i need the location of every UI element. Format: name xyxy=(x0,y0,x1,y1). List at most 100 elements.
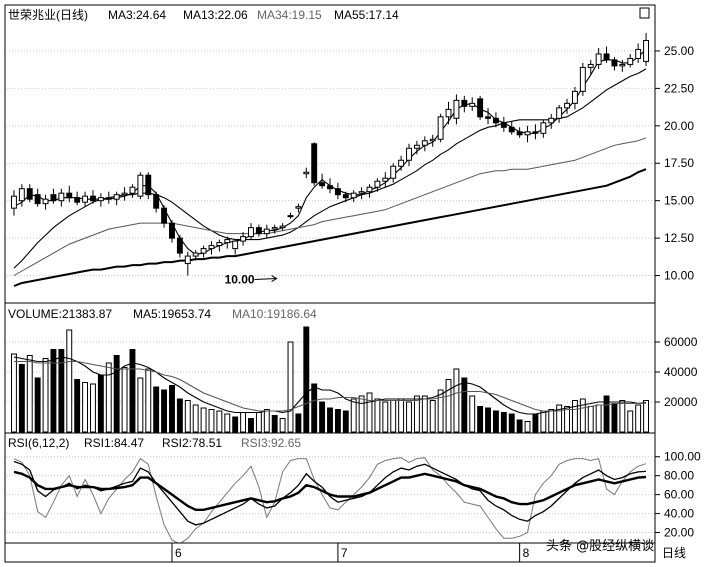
x-axis: 6 7 8 日线 xyxy=(4,542,686,563)
legend-rsi3: RSI3:92.65 xyxy=(241,436,301,450)
candle xyxy=(129,184,136,198)
candle xyxy=(643,32,649,66)
candle xyxy=(413,140,420,155)
candle-body-down xyxy=(105,197,112,200)
price-tick-label: 22.50 xyxy=(664,81,694,95)
volume-bar-up xyxy=(382,401,389,433)
candle xyxy=(603,46,610,63)
candle-body-up xyxy=(129,186,136,194)
rsi-panel: RSI(6,12,2) RSI1:84.47 RSI2:78.51 RSI3:9… xyxy=(4,432,701,545)
volume-bar-up xyxy=(445,379,452,433)
price-tick-label: 25.00 xyxy=(664,44,694,58)
candle-body-down xyxy=(477,98,484,118)
volume-bar-up xyxy=(208,409,215,433)
candle xyxy=(153,191,160,213)
volume-bar-down xyxy=(342,410,349,433)
price-annotations: 10.0026.00 xyxy=(225,273,278,287)
candle xyxy=(184,251,191,276)
candle-body-up xyxy=(137,174,144,197)
candle xyxy=(421,136,428,152)
volume-bar-down xyxy=(303,326,310,433)
volume-bar-down xyxy=(34,377,41,433)
volume-bar-up xyxy=(540,410,547,433)
volume-bar-up xyxy=(406,401,412,433)
volume-bar-up xyxy=(287,341,294,433)
price-legend: 世荣兆业(日线) MA3:24.64 MA13:22.06 MA34:19.15… xyxy=(8,8,399,22)
candle-body-up xyxy=(358,191,365,194)
rsi-tick-label: 20.00 xyxy=(664,526,694,540)
candle-body-up xyxy=(42,198,49,205)
candle-body-up xyxy=(635,48,642,59)
volume-bar-up xyxy=(453,368,460,433)
x-axis-labels: 6 7 8 xyxy=(171,543,530,562)
volume-bar-up xyxy=(437,389,444,433)
candle-body-up xyxy=(240,236,247,242)
price-annotation: 10.00 xyxy=(225,273,255,287)
volume-bar-up xyxy=(105,362,112,433)
candle-body-up xyxy=(643,39,649,62)
candle-body-up xyxy=(184,255,191,265)
candle xyxy=(532,124,539,140)
volume-bar-up xyxy=(564,406,570,433)
candle xyxy=(548,113,555,129)
legend-volume: VOLUME:21383.87 xyxy=(8,307,112,321)
candle xyxy=(287,212,294,219)
volume-ma10-line xyxy=(14,360,647,412)
volume-bar-up xyxy=(279,418,286,433)
volume-legend: VOLUME:21383.87 MA5:19653.74 MA10:19186.… xyxy=(8,307,317,321)
candle-body-up xyxy=(406,147,412,161)
candle-body-up xyxy=(208,245,215,250)
candle-body-up xyxy=(350,192,357,199)
candle xyxy=(342,191,349,203)
candle-body-up xyxy=(469,102,476,107)
volume-bar-up xyxy=(240,412,247,433)
rsi-tick-label: 60.00 xyxy=(664,488,694,502)
price-tick-label: 10.00 xyxy=(664,269,694,283)
volume-bar-up xyxy=(390,400,397,433)
volume-bar-up xyxy=(184,400,191,433)
volume-bar-down xyxy=(319,401,326,433)
volume-bar-up xyxy=(548,409,555,433)
volume-bar-up xyxy=(524,421,531,433)
volume-bar-up xyxy=(121,367,128,433)
candle-body-up xyxy=(248,227,254,238)
volume-bar-down xyxy=(161,389,168,433)
candle xyxy=(508,121,515,135)
candle-body-down xyxy=(90,195,96,202)
candle-body-up xyxy=(18,188,25,202)
x-axis-strip xyxy=(4,542,656,563)
candle-body-up xyxy=(627,57,634,65)
candle xyxy=(176,235,183,258)
candle xyxy=(82,191,89,207)
candle-body-down xyxy=(153,194,160,209)
volume-bar-up xyxy=(137,377,144,433)
volume-bar-down xyxy=(271,415,278,433)
candle xyxy=(595,47,602,69)
volume-bar-up xyxy=(350,398,357,433)
volume-bar-up xyxy=(413,395,420,433)
candle xyxy=(579,62,586,96)
candle xyxy=(145,172,152,200)
candle xyxy=(200,245,207,258)
rsi-tick-label: 80.00 xyxy=(664,469,694,483)
volume-bar-down xyxy=(248,418,254,433)
annotation-arrow xyxy=(254,278,277,281)
volume-tick-label: 20000 xyxy=(664,395,698,409)
candle-body-down xyxy=(485,116,491,119)
candle-body-up xyxy=(595,53,602,65)
candle xyxy=(303,167,310,179)
volume-bar-down xyxy=(113,355,120,433)
panel-toggle-icon[interactable] xyxy=(639,7,650,19)
volume-bar-up xyxy=(90,383,96,433)
volume-bar-up xyxy=(263,409,270,433)
price-grid xyxy=(6,50,654,277)
volume-bar-down xyxy=(58,349,65,433)
candle xyxy=(453,94,460,125)
volume-bar-up xyxy=(255,412,262,433)
rsi-tick-label: 100.00 xyxy=(664,450,701,464)
candle-body-up xyxy=(58,192,65,202)
candle-body-up xyxy=(303,171,310,175)
rsi-legend: RSI(6,12,2) RSI1:84.47 RSI2:78.51 RSI3:9… xyxy=(8,436,301,450)
candle xyxy=(319,173,326,189)
